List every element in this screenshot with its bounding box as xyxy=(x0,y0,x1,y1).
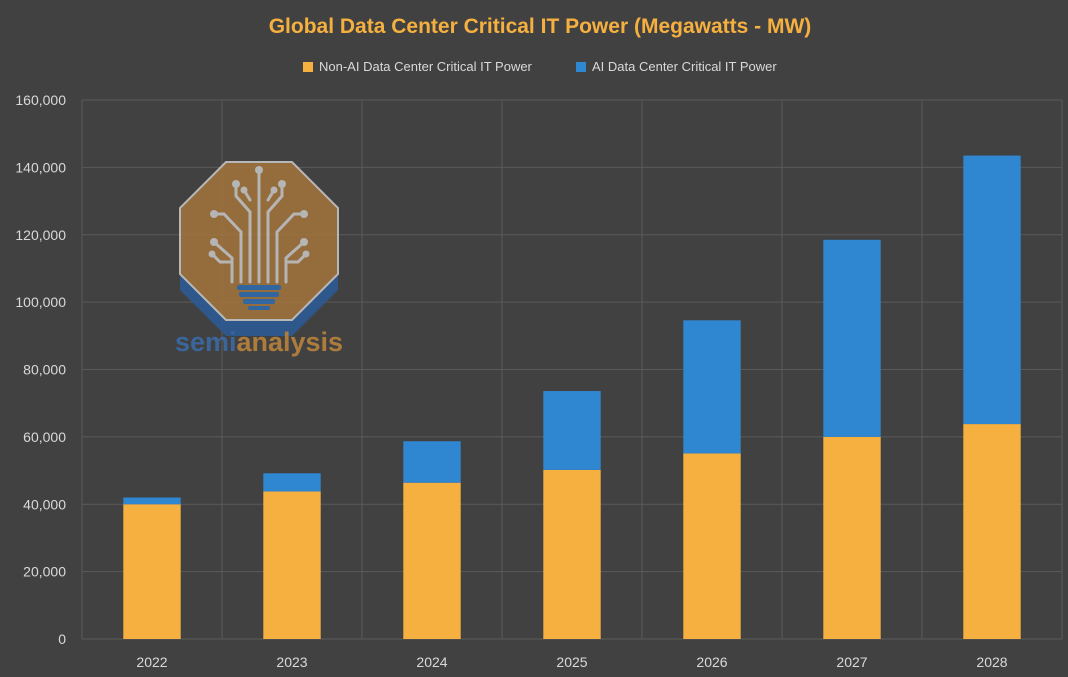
logo-tree-nodes xyxy=(208,166,310,258)
legend-label-ai: AI Data Center Critical IT Power xyxy=(592,59,777,74)
x-tick-label: 2022 xyxy=(136,654,167,670)
x-tick-label: 2027 xyxy=(836,654,867,670)
bar-ai xyxy=(963,155,1021,425)
semianalysis-logo: semianalysis xyxy=(175,161,343,357)
y-tick-label: 40,000 xyxy=(23,496,66,512)
logo-text-semi: semi xyxy=(175,327,237,357)
logo-text-analysis: analysis xyxy=(236,327,343,357)
y-tick-label: 80,000 xyxy=(23,362,66,378)
bar-non-ai xyxy=(823,436,881,639)
y-tick-label: 0 xyxy=(58,631,66,647)
x-axis: 2022 2023 2024 2025 2026 2027 2028 xyxy=(136,654,1007,670)
legend-swatch-non-ai xyxy=(303,62,313,72)
bar-non-ai xyxy=(403,482,461,639)
bar-ai xyxy=(263,473,321,492)
bar-non-ai xyxy=(683,453,741,639)
bar-ai xyxy=(123,497,181,505)
bar-non-ai xyxy=(123,504,181,639)
bar-non-ai xyxy=(963,424,1021,639)
x-tick-label: 2023 xyxy=(276,654,307,670)
x-tick-label: 2028 xyxy=(976,654,1007,670)
legend-label-non-ai: Non-AI Data Center Critical IT Power xyxy=(319,59,533,74)
x-tick-label: 2024 xyxy=(416,654,447,670)
logo-bulb-base xyxy=(237,285,281,310)
bar-ai xyxy=(543,391,601,470)
bar-non-ai xyxy=(263,491,321,639)
bars xyxy=(123,155,1021,639)
bar-non-ai xyxy=(543,469,601,639)
x-tick-label: 2025 xyxy=(556,654,587,670)
y-tick-label: 100,000 xyxy=(15,294,66,310)
chart-title: Global Data Center Critical IT Power (Me… xyxy=(269,15,812,38)
legend-swatch-ai xyxy=(576,62,586,72)
y-tick-label: 60,000 xyxy=(23,429,66,445)
y-axis: 0 20,000 40,000 60,000 80,000 100,000 120,000 1… xyxy=(15,92,66,647)
logo-wordmark: semianalysis xyxy=(175,327,343,357)
bar-ai xyxy=(683,320,741,454)
bar-ai xyxy=(823,239,881,437)
y-tick-label: 160,000 xyxy=(15,92,66,108)
y-tick-label: 120,000 xyxy=(15,227,66,243)
y-tick-label: 20,000 xyxy=(23,564,66,580)
y-tick-label: 140,000 xyxy=(15,159,66,175)
x-tick-label: 2026 xyxy=(696,654,727,670)
bar-ai xyxy=(403,441,461,483)
legend: Non-AI Data Center Critical IT Power AI … xyxy=(303,59,777,74)
